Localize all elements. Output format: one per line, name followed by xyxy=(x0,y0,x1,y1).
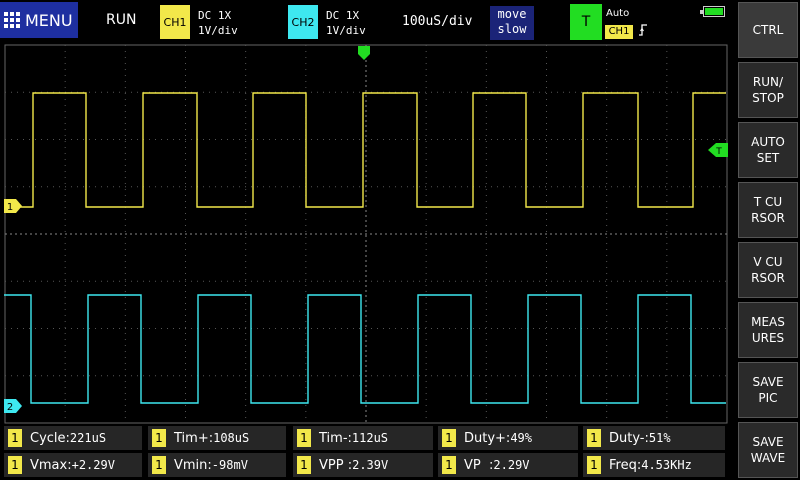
channel-badge: 1 xyxy=(442,429,456,447)
channel-badge: 1 xyxy=(152,429,166,447)
channel-badge: 1 xyxy=(8,456,22,474)
ch1-offset-marker[interactable]: 1 xyxy=(4,199,22,213)
ch2-offset-marker[interactable]: 2 xyxy=(4,399,22,413)
move-label: move xyxy=(497,7,527,21)
measurement-row-2: 1 Vmax: +2.29V 1 Vmin: -98mV 1 VPP : 2.3… xyxy=(0,453,736,479)
run-stop-button[interactable]: RUN/ STOP xyxy=(738,62,798,118)
measure-vpp[interactable]: 1 VPP : 2.39V xyxy=(293,453,433,477)
save-pic-button[interactable]: SAVE PIC xyxy=(738,362,798,418)
trigger-source[interactable]: CH1 xyxy=(605,25,633,39)
ch2-tag[interactable]: CH2 xyxy=(288,5,318,39)
measure-label: Freq: xyxy=(609,457,642,473)
ch1-marker-label: 1 xyxy=(7,202,13,213)
measures-button[interactable]: MEAS URES xyxy=(738,302,798,358)
measure-label: Duty+: xyxy=(464,430,511,446)
measure-time-negative[interactable]: 1 Tim-: 112uS xyxy=(293,426,433,450)
ch1-settings[interactable]: DC 1X 1V/div xyxy=(198,8,238,38)
menu-label: MENU xyxy=(25,10,73,30)
move-speed-toggle[interactable]: move slow xyxy=(490,6,534,40)
ch2-marker-label: 2 xyxy=(7,402,13,413)
move-speed: slow xyxy=(497,22,527,36)
channel-badge: 1 xyxy=(297,429,311,447)
run-status[interactable]: RUN xyxy=(106,12,137,28)
measure-value: 2.39V xyxy=(352,458,389,472)
auto-set-button[interactable]: AUTO SET xyxy=(738,122,798,178)
measure-value: 2.29V xyxy=(493,458,530,472)
measure-value: 112uS xyxy=(351,431,389,445)
graticule xyxy=(4,44,728,424)
channel-badge: 1 xyxy=(587,456,601,474)
measure-frequency[interactable]: 1 Freq: 4.53KHz xyxy=(583,453,725,477)
measure-vp[interactable]: 1 VP : 2.29V xyxy=(438,453,578,477)
save-wave-button[interactable]: SAVE WAVE xyxy=(738,422,798,478)
ch1-scale: 1V/div xyxy=(198,24,238,37)
measure-label: Cycle: xyxy=(30,430,70,446)
time-cursor-button[interactable]: T CU RSOR xyxy=(738,182,798,238)
volt-cursor-button[interactable]: V CU RSOR xyxy=(738,242,798,298)
measure-vmax[interactable]: 1 Vmax: +2.29V xyxy=(4,453,142,477)
measure-time-positive[interactable]: 1 Tim+: 108uS xyxy=(148,426,286,450)
waveform-display[interactable]: T 1 2 xyxy=(4,44,728,424)
function-sidebar: CTRL RUN/ STOP AUTO SET T CU RSOR V CU R… xyxy=(736,0,800,480)
channel-badge: 1 xyxy=(442,456,456,474)
measure-vmin[interactable]: 1 Vmin: -98mV xyxy=(148,453,286,477)
measure-value: 51% xyxy=(648,431,671,445)
measure-duty-positive[interactable]: 1 Duty+: 49% xyxy=(438,426,578,450)
measure-value: 221uS xyxy=(69,431,107,445)
measure-value: +2.29V xyxy=(71,458,115,472)
measure-label: Tim-: xyxy=(319,430,352,446)
measure-value: 4.53KHz xyxy=(641,458,692,472)
channel-badge: 1 xyxy=(8,429,22,447)
menu-grid-icon xyxy=(4,12,20,28)
channel-badge: 1 xyxy=(587,429,601,447)
measure-label: Vmax: xyxy=(30,457,72,473)
rising-edge-icon xyxy=(638,23,648,41)
measure-cycle[interactable]: 1 Cycle: 221uS xyxy=(4,426,142,450)
measure-value: -98mV xyxy=(211,458,248,472)
ch2-coupling: DC 1X xyxy=(326,9,360,22)
timebase-value[interactable]: 100uS/div xyxy=(402,14,473,29)
ctrl-button[interactable]: CTRL xyxy=(738,2,798,58)
ch2-waveform xyxy=(4,294,726,404)
ch1-tag[interactable]: CH1 xyxy=(160,5,190,39)
trigger-mode[interactable]: Auto xyxy=(606,8,630,19)
measure-duty-negative[interactable]: 1 Duty-: 51% xyxy=(583,426,725,450)
measure-label: Tim+: xyxy=(174,430,214,446)
top-status-bar: MENU RUN CH1 DC 1X 1V/div CH2 DC 1X 1V/d… xyxy=(0,0,736,44)
measure-value: 108uS xyxy=(213,431,250,445)
trigger-level-marker[interactable]: T xyxy=(708,143,728,157)
trigger-level-label: T xyxy=(715,147,722,157)
trigger-button[interactable]: T xyxy=(570,4,602,40)
channel-badge: 1 xyxy=(152,456,166,474)
ch1-waveform xyxy=(4,92,726,208)
measurement-row-1: 1 Cycle: 221uS 1 Tim+: 108uS 1 Tim-: 112… xyxy=(0,426,736,452)
ch1-coupling: DC 1X xyxy=(198,9,232,22)
measure-label: Vmin: xyxy=(174,457,212,473)
measure-label: VPP : xyxy=(319,457,353,473)
channel-badge: 1 xyxy=(297,456,311,474)
trigger-position-marker[interactable] xyxy=(358,46,370,60)
measure-value: 49% xyxy=(510,431,532,445)
battery-icon xyxy=(700,6,725,17)
ch2-scale: 1V/div xyxy=(326,24,366,37)
menu-button[interactable]: MENU xyxy=(0,2,78,38)
measure-label: Duty-: xyxy=(609,430,649,446)
ch2-settings[interactable]: DC 1X 1V/div xyxy=(326,8,366,38)
measure-label: VP : xyxy=(464,457,494,473)
